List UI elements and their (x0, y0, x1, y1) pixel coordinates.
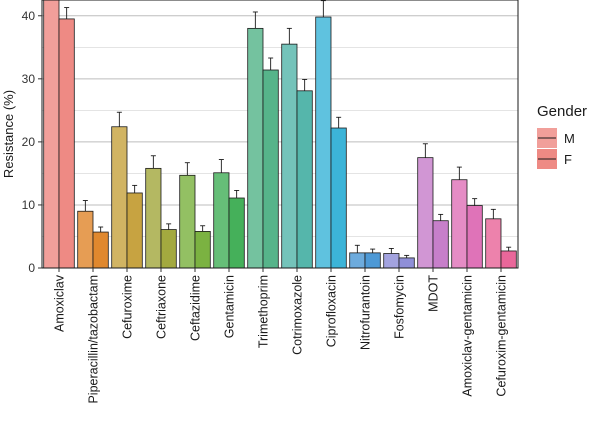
bar-ciprofloxacin-f (330, 127, 347, 269)
x-tick-label: MDOT (427, 275, 441, 312)
legend-title: Gender (537, 103, 587, 120)
bar-cefuroxim-gentamicin-m (485, 218, 502, 269)
bar-ceftriaxone-m (145, 167, 162, 269)
x-tick-label: Amoxiclav-gentamicin (461, 275, 475, 397)
bar-mdot-f (432, 220, 449, 269)
bar-ceftazidime-m (179, 174, 196, 269)
x-tick-label: Piperacillin/tazobactam (87, 275, 101, 404)
legend: Gender MF (537, 103, 587, 169)
bar-amoxiclav-gentamicin-f (466, 205, 483, 269)
bar-fosfomycin-f (398, 257, 415, 269)
bar-cotrimoxazole-m (281, 43, 298, 269)
bar-amoxiclav-m (43, 0, 60, 269)
x-tick-label: Ciprofloxacin (325, 275, 339, 347)
axes-layer: 0 10 20 30 40 Amoxiclav Piperacillin/tazobacta… (22, 0, 519, 404)
bar-cefuroxime-m (111, 126, 128, 269)
x-tick-label: Gentamicin (223, 275, 237, 338)
bar-cefuroxime-f (126, 192, 143, 269)
y-tick-label: 0 (28, 261, 35, 275)
bar-amoxiclav-f (58, 18, 75, 269)
y-tick-label: 30 (22, 72, 36, 86)
bars-layer (43, 0, 517, 269)
plot-border (41, 0, 519, 269)
bar-amoxiclav-gentamicin-m (451, 179, 468, 269)
y-tick-label: 40 (22, 9, 36, 23)
legend-label: F (564, 152, 572, 167)
bar-trimethoprim-f (262, 69, 279, 269)
bar-ceftriaxone-f (160, 229, 177, 269)
bar-cefuroxim-gentamicin-f (500, 250, 517, 269)
bar-gentamicin-m (213, 172, 230, 269)
bar-piperacillin-tazobactam-f (92, 231, 109, 269)
bar-cotrimoxazole-f (296, 90, 313, 269)
x-tick-label: Ceftazidime (189, 275, 203, 341)
bar-nitrofurantoin-m (349, 252, 366, 269)
bar-nitrofurantoin-f (364, 252, 381, 269)
legend-label: M (564, 131, 575, 146)
x-tick-label: Fosfomycin (393, 275, 407, 339)
x-tick-label: Ceftriaxone (155, 275, 169, 339)
bar-ciprofloxacin-m (315, 16, 332, 269)
x-tick-label: Cotrimoxazole (291, 275, 305, 355)
bar-mdot-m (417, 157, 434, 269)
y-tick-label: 20 (22, 135, 36, 149)
x-tick-label: Amoxiclav (53, 274, 67, 332)
y-tick-label: 10 (22, 198, 36, 212)
x-tick-label: Cefuroxime (121, 275, 135, 339)
y-axis-title: Resistance (%) (1, 90, 16, 178)
x-tick-label: Nitrofurantoin (359, 275, 373, 350)
bar-gentamicin-f (228, 197, 245, 269)
bar-ceftazidime-f (194, 231, 211, 269)
x-tick-label: Cefuroxim-gentamicin (495, 275, 509, 397)
bar-fosfomycin-m (383, 253, 400, 269)
x-tick-label: Trimethoprim (257, 275, 271, 348)
bar-trimethoprim-m (247, 27, 264, 269)
bar-piperacillin-tazobactam-m (77, 210, 94, 269)
